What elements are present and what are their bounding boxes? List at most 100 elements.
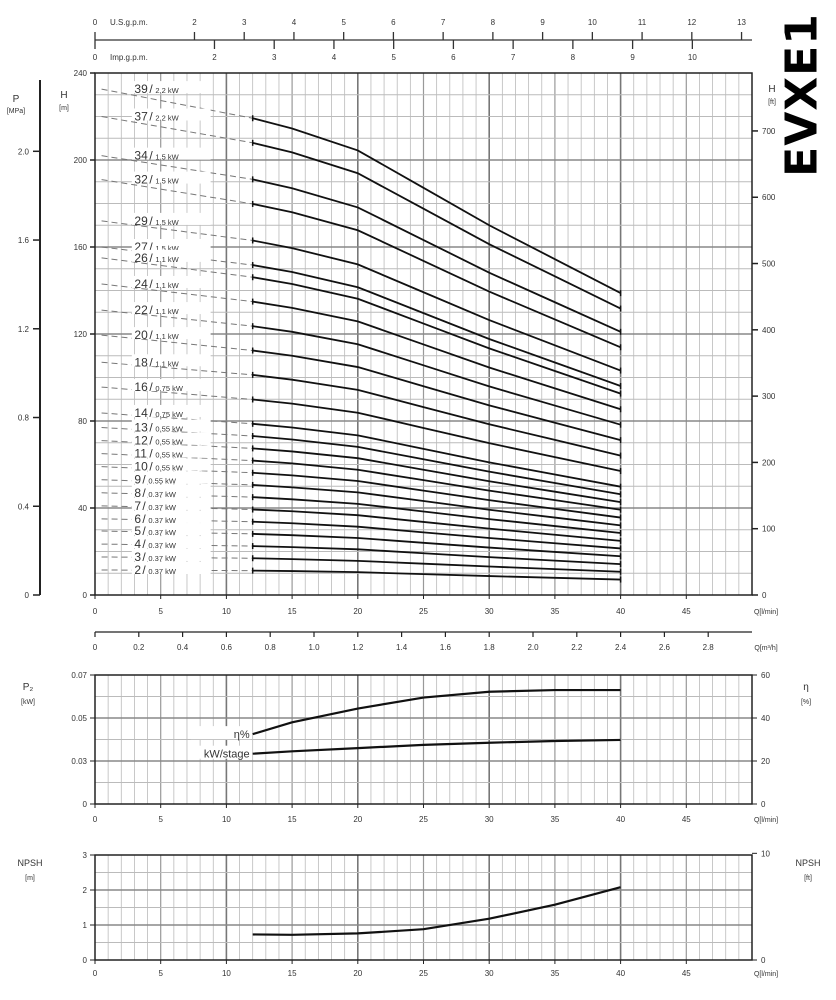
pressure-tick-label: 0 [25, 591, 30, 600]
stage-leader-line [101, 88, 253, 119]
slash: / [142, 473, 146, 487]
feet-tick-label: 600 [762, 193, 776, 202]
stage-power-label: 0.75 kW [155, 410, 183, 419]
feet-axis-label: H [768, 84, 775, 95]
x-tick-label: 35 [550, 607, 559, 616]
stage-count-label: 24 [134, 277, 148, 291]
head-curve-22 [252, 325, 621, 426]
stage-label-bg [131, 212, 211, 225]
stage-count-label: 5 [134, 524, 141, 538]
m3h-tick-label: 1.6 [440, 643, 452, 652]
x-tick-label: 10 [222, 607, 231, 616]
impgpm-tick-label: 9 [630, 53, 635, 62]
head-axis-label: H [60, 90, 67, 101]
x-tick-label: 15 [288, 607, 297, 616]
head-y-tick-label: 40 [78, 504, 87, 513]
impgpm-tick-label: 7 [511, 53, 516, 62]
slash: / [149, 355, 153, 369]
impgpm-tick-label: 0 [93, 53, 98, 62]
m3h-tick-label: 2.0 [527, 643, 539, 652]
m3h-tick-label: 1.2 [352, 643, 364, 652]
x-tick-label: 45 [682, 969, 691, 978]
head-y-tick-label: 120 [74, 330, 88, 339]
stage-leader-line [101, 412, 253, 425]
stage-count-label: 11 [134, 447, 147, 461]
usgpm-axis-label: U.S.g.p.m. [110, 18, 148, 27]
usgpm-tick-label: 3 [242, 18, 247, 27]
slash: / [142, 499, 146, 513]
npsh-curve [252, 886, 621, 936]
stage-power-label: 1.1 kW [155, 332, 179, 341]
impgpm-axis-label: Imp.g.p.m. [110, 53, 148, 62]
head-y-tick-label: 160 [74, 243, 88, 252]
stage-label-bg [131, 432, 211, 445]
head-y-tick-label: 240 [74, 69, 88, 78]
head-curve-8 [252, 496, 621, 534]
stage-label-bg [131, 484, 211, 497]
power-tick-label: 0 [83, 800, 88, 809]
head-curve-24 [252, 300, 621, 411]
head-curve-26 [252, 276, 621, 395]
x-tick-label: 5 [158, 607, 163, 616]
stage-leader-line [101, 427, 253, 437]
stage-label-bg [131, 379, 211, 392]
head-curve-6 [252, 520, 621, 550]
pressure-axis-label: P [13, 94, 20, 105]
x-tick-label: 40 [616, 969, 625, 978]
slash: / [149, 240, 153, 254]
stage-power-label: 1.1 kW [155, 359, 179, 368]
slash: / [149, 173, 153, 187]
slash: / [149, 380, 153, 394]
npsh-ft-axis-unit: [ft] [804, 875, 812, 882]
stage-label-bg [131, 561, 211, 574]
slash: / [149, 328, 153, 342]
impgpm-tick-label: 4 [332, 53, 337, 62]
stage-label-bg [131, 523, 211, 536]
slash: / [149, 251, 153, 265]
stage-power-label: 0.37 kW [148, 503, 176, 512]
x-tick-label: 30 [485, 969, 494, 978]
stage-label-bg [131, 536, 211, 549]
m3h-tick-label: 1.4 [396, 643, 408, 652]
stage-power-label: 0.55 kW [155, 438, 183, 447]
x-tick-label: 25 [419, 607, 428, 616]
head-curve-13 [252, 435, 621, 496]
stage-power-label: 0.37 kW [148, 490, 176, 499]
head-y-tick-label: 0 [83, 591, 88, 600]
head-curve-29 [252, 239, 621, 372]
x-tick-label: 45 [682, 607, 691, 616]
stage-leader-line [101, 257, 253, 278]
feet-tick-label: 500 [762, 260, 776, 269]
stage-count-label: 3 [134, 550, 141, 564]
head-curve-37 [252, 141, 621, 310]
head-curve-14 [252, 422, 621, 488]
slash: / [149, 421, 153, 435]
head-curve-20 [252, 349, 621, 442]
stage-leader-line [101, 179, 253, 205]
m3h-tick-label: 0.4 [177, 643, 189, 652]
impgpm-tick-label: 2 [212, 53, 217, 62]
stage-leader-line [101, 220, 253, 241]
stage-label-bg [131, 404, 211, 417]
head-curve-5 [252, 532, 621, 558]
head-curve-32 [252, 203, 621, 349]
stage-label-bg [131, 249, 211, 262]
stage-count-label: 14 [134, 406, 148, 420]
efficiency-axis-label: η [803, 682, 809, 693]
stage-power-label: 1.5 kW [155, 153, 179, 162]
x-tick-label: 30 [485, 607, 494, 616]
m3h-tick-label: 2.2 [571, 643, 583, 652]
feet-tick-label: 100 [762, 525, 776, 534]
stage-count-label: 29 [134, 214, 148, 228]
x-tick-label: 0 [93, 969, 98, 978]
npsh-m-tick-label: 0 [83, 956, 88, 965]
x-tick-label: 35 [550, 815, 559, 824]
stage-count-label: 18 [134, 355, 148, 369]
stage-leader-line [101, 246, 253, 266]
stage-count-label: 2 [134, 563, 141, 577]
stage-power-label: 1.1 kW [155, 255, 179, 264]
impgpm-tick-label: 6 [451, 53, 456, 62]
slash: / [142, 550, 146, 564]
x-tick-label: 20 [353, 969, 362, 978]
npsh-m-tick-label: 2 [83, 886, 88, 895]
